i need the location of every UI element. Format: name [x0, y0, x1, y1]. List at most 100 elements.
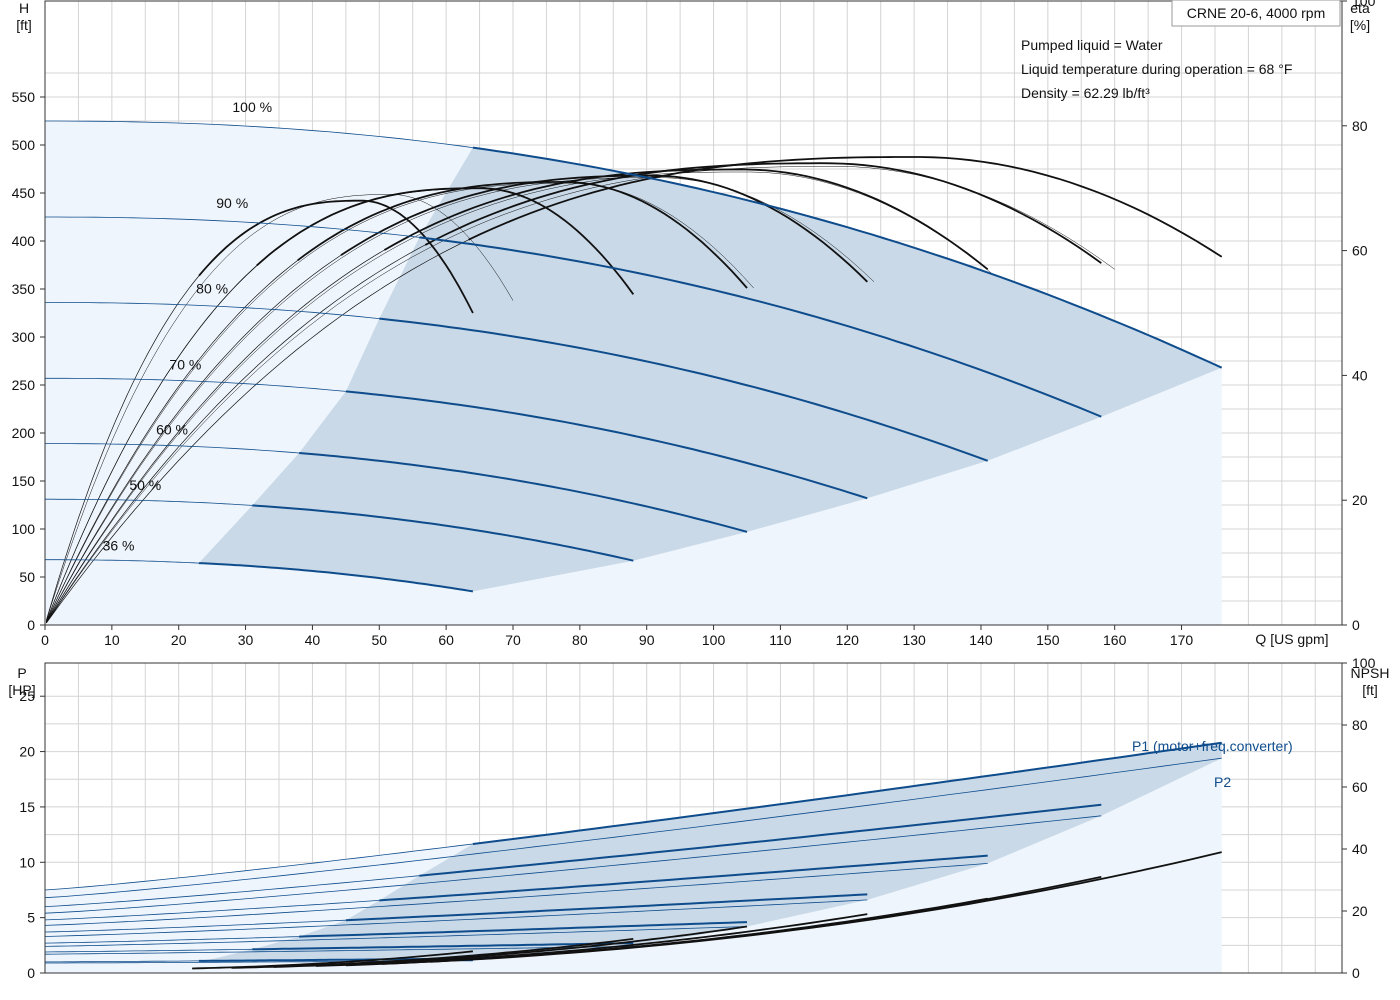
q-tick-label: 170 — [1170, 632, 1194, 648]
h-tick-label: 0 — [27, 617, 35, 633]
eta-tick-label: 100 — [1352, 0, 1376, 9]
p1-curve-thin — [44, 875, 420, 907]
efficiency-curve-intermediate — [46, 166, 1115, 624]
speed-label: 100 % — [232, 99, 272, 115]
q-tick-label: 30 — [238, 632, 254, 648]
q-tick-label: 160 — [1103, 632, 1127, 648]
eta-axis-unit: [%] — [1350, 17, 1370, 33]
speed-label: 60 % — [156, 422, 188, 438]
power-axes: 0 5 10 15 20 25 0 20 40 60 80 100 — [19, 655, 1375, 981]
p2-series-label: P2 — [1214, 774, 1231, 790]
speed-label: 90 % — [216, 195, 248, 211]
pumped-liquid-text: Pumped liquid = Water — [1021, 37, 1163, 53]
npsh-tick-label: 20 — [1352, 903, 1368, 919]
h-tick-label: 300 — [12, 329, 36, 345]
qh-curve-thin — [45, 302, 380, 319]
q-tick-label: 150 — [1036, 632, 1060, 648]
qh-curve-thin — [45, 377, 346, 392]
npsh-tick-label: 40 — [1352, 841, 1368, 857]
qh-axes: 0 10 20 30 40 50 60 70 80 90 100 110 120 130 140 150 160… — [12, 0, 1376, 648]
q-tick-label: 10 — [104, 632, 120, 648]
p1-curve — [345, 893, 868, 922]
efficiency-curve — [340, 174, 868, 283]
q-tick-label: 140 — [969, 632, 993, 648]
density-text: Density = 62.29 lb/ft³ — [1021, 85, 1150, 101]
npsh-axis-unit: [ft] — [1362, 682, 1378, 698]
npsh-curves — [192, 851, 1222, 970]
npsh-tick-label: 0 — [1352, 965, 1360, 981]
q-tick-label: 0 — [41, 632, 49, 648]
qh-speed-curves — [45, 120, 1223, 593]
model-label: CRNE 20-6, 4000 rpm — [1187, 5, 1326, 21]
qh-operating-zone — [198, 147, 1222, 592]
q-tick-label: 100 — [702, 632, 726, 648]
q-tick-label: 70 — [505, 632, 521, 648]
p2-curve — [44, 946, 634, 955]
model-label-box — [1171, 0, 1341, 27]
q-tick-label: 50 — [371, 632, 387, 648]
qh-curve — [472, 146, 1223, 369]
qh-curve-thin — [45, 559, 199, 564]
p-tick-label: 0 — [27, 965, 35, 981]
efficiency-curve — [297, 181, 748, 289]
eta-axis-title: eta — [1350, 0, 1370, 16]
npsh-tick-label: 100 — [1352, 655, 1376, 671]
efficiency-curve-intermediate — [46, 194, 514, 621]
efficiency-curve — [383, 168, 989, 271]
qh-curve-thin — [45, 216, 420, 238]
p-tick-label: 10 — [19, 854, 35, 870]
p1-curve — [472, 741, 1222, 845]
h-tick-label: 250 — [12, 377, 36, 393]
p2-curve — [44, 815, 1102, 914]
h-tick-label: 200 — [12, 425, 36, 441]
npsh-axis-title: NPSH — [1351, 665, 1390, 681]
p1-curve — [419, 803, 1102, 877]
qh-curve — [379, 317, 989, 462]
p2-curve — [44, 757, 1222, 899]
h-axis-unit: [ft] — [16, 17, 32, 33]
efficiency-curve — [424, 162, 1102, 264]
p1-curve-thin — [44, 936, 300, 944]
eta-tick-label: 0 — [1352, 617, 1360, 633]
h-tick-label: 150 — [12, 473, 36, 489]
eta-tick-label: 20 — [1352, 492, 1368, 508]
q-axis-title: Q [US gpm] — [1255, 631, 1328, 647]
p-tick-label: 20 — [19, 744, 35, 760]
power-operating-zone — [198, 742, 1222, 963]
h-tick-label: 450 — [12, 185, 36, 201]
npsh-curve — [315, 913, 868, 967]
q-tick-label: 60 — [438, 632, 454, 648]
speed-label: 36 % — [103, 538, 135, 554]
q-tick-label: 120 — [836, 632, 860, 648]
h-tick-label: 350 — [12, 281, 36, 297]
efficiency-curve — [256, 187, 635, 295]
p1-series-label: P1 (motor+freq.converter) — [1132, 738, 1293, 754]
p1-curve-thin — [44, 900, 380, 921]
speed-label: 80 % — [196, 280, 228, 296]
p1-curve — [252, 942, 634, 951]
p2-curve — [44, 926, 748, 947]
efficiency-curve-intermediate — [46, 171, 995, 623]
q-tick-label: 90 — [639, 632, 655, 648]
eta-tick-label: 60 — [1352, 243, 1368, 259]
p1-curve-thin — [45, 960, 199, 963]
h-axis-title: H — [19, 0, 29, 16]
power-operating-zones — [45, 742, 1222, 973]
qh-curve-thin — [45, 498, 253, 506]
h-tick-label: 550 — [12, 89, 36, 105]
qh-curve-thin — [45, 443, 300, 454]
q-tick-label: 40 — [305, 632, 321, 648]
p2-curve — [44, 863, 988, 926]
power-curves — [44, 741, 1222, 964]
eta-tick-label: 40 — [1352, 367, 1368, 383]
npsh-curve — [231, 938, 634, 969]
p1-curve-thin — [44, 843, 473, 891]
q-tick-label: 80 — [572, 632, 588, 648]
speed-label: 70 % — [169, 356, 201, 372]
p2-curve — [44, 899, 868, 937]
qh-curve — [345, 390, 868, 500]
qh-curve — [299, 452, 748, 533]
npsh-tick-label: 80 — [1352, 717, 1368, 733]
q-tick-label: 110 — [769, 632, 792, 648]
h-tick-label: 100 — [12, 521, 36, 537]
